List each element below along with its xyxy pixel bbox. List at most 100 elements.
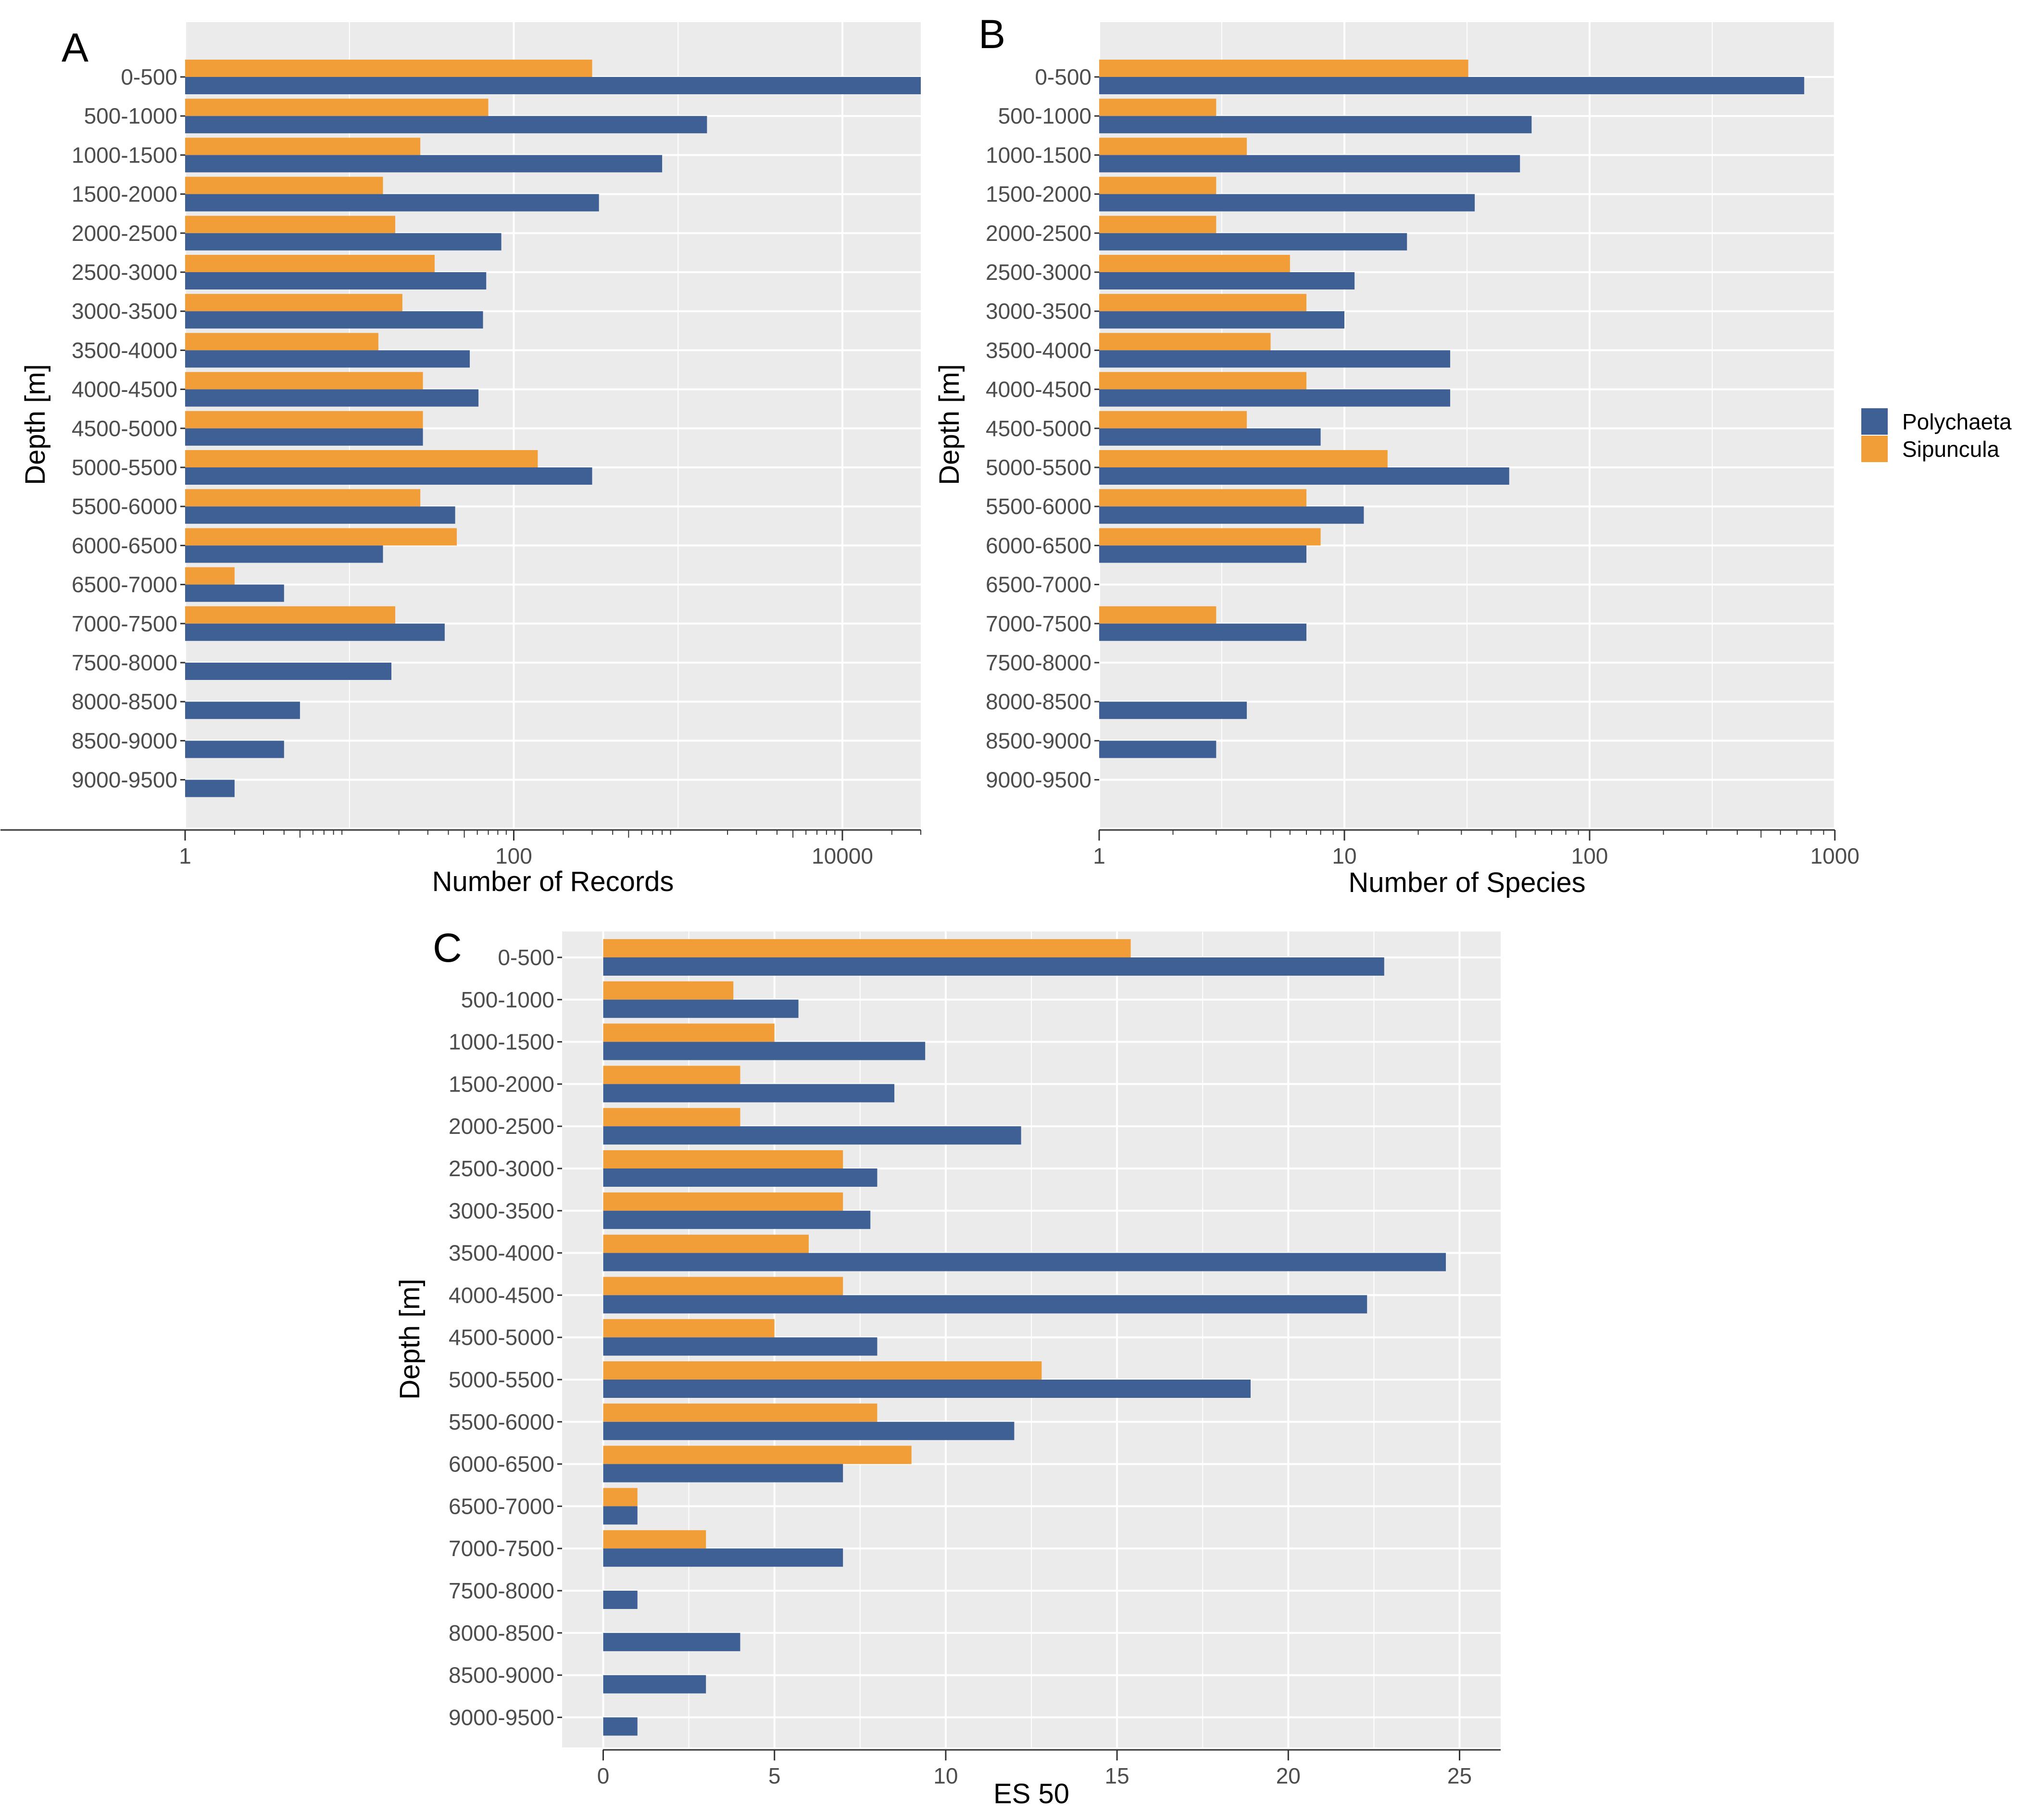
panel-b: 0-500 500-1000 1000-1500 1500-2000 2000-2500… [934, 12, 1859, 898]
panel-a-y-tick-label: 6500-7000 [72, 572, 177, 597]
panel-c-y-tick-label: 5000-5500 [449, 1367, 554, 1392]
panel-a-y-tick-label: 5500-6000 [72, 494, 177, 519]
panel-b-bar-polychaeta-4000-4500 [1099, 389, 1450, 407]
panel-c-bar-polychaeta-8000-8500 [603, 1633, 740, 1651]
panel-c-bar-polychaeta-9000-9500 [603, 1717, 638, 1736]
legend: Polychaeta Sipuncula [1861, 408, 2012, 462]
panel-a-bar-sipuncula-3000-3500 [185, 294, 402, 312]
panel-b-y-tick-label: 0-500 [1035, 64, 1091, 89]
panel-a-y-tick-label: 2000-2500 [72, 221, 177, 246]
panel-b-y-tick-label: 2500-3000 [986, 260, 1091, 285]
panel-a-bar-sipuncula-1500-2000 [185, 176, 383, 194]
panel-a-x-axis: 1 100 10000 [0, 829, 921, 868]
panel-b-y-tick-label: 6000-6500 [986, 533, 1091, 558]
panel-b-y-tick-label: 5000-5500 [986, 455, 1091, 480]
panel-c-bar-polychaeta-8500-9000 [603, 1675, 706, 1694]
panel-c-bar-polychaeta-3500-4000 [603, 1253, 1446, 1271]
panel-c-y-tick-label: 2000-2500 [449, 1114, 554, 1139]
panel-a-bar-sipuncula-4000-4500 [185, 372, 423, 389]
panel-c-bar-polychaeta-2500-3000 [603, 1168, 878, 1187]
panel-a-bar-polychaeta-8000-8500 [185, 702, 300, 719]
panel-c-bar-polychaeta-1500-2000 [603, 1084, 895, 1103]
panel-a-y-tick-label: 500-1000 [84, 103, 177, 128]
panel-c-x-tick-label: 25 [1447, 1763, 1472, 1788]
panel-c-y-tick-label: 5500-6000 [449, 1409, 554, 1434]
panel-c-bars [603, 939, 1446, 1736]
panel-a-x-tick-label: 100 [495, 843, 532, 868]
legend-swatch-polychaeta [1861, 408, 1888, 435]
panel-b-y-tick-label: 6500-7000 [986, 572, 1091, 597]
panel-a-y-tick-label: 8000-8500 [72, 689, 177, 714]
panel-b-bar-sipuncula-2500-3000 [1099, 255, 1290, 272]
panel-b-bar-polychaeta-7000-7500 [1099, 623, 1306, 641]
panel-c-bar-polychaeta-4000-4500 [603, 1295, 1367, 1314]
panel-b-bar-polychaeta-3500-4000 [1099, 350, 1450, 368]
panel-b-bar-sipuncula-7000-7500 [1099, 606, 1216, 624]
panel-b-bar-sipuncula-0-500 [1099, 60, 1468, 77]
panel-a-bar-polychaeta-1500-2000 [185, 194, 599, 212]
panel-a-y-tick-label: 7500-8000 [72, 650, 177, 675]
panel-a-bars [185, 60, 921, 797]
panel-b-y-tick-label: 7000-7500 [986, 611, 1091, 636]
panel-b-bar-polychaeta-8500-9000 [1099, 741, 1216, 758]
panel-a-y-tick-label: 8500-9000 [72, 728, 177, 753]
panel-b-bar-polychaeta-500-1000 [1099, 116, 1532, 134]
panel-c-bar-sipuncula-6000-6500 [603, 1445, 912, 1464]
panel-b-bar-sipuncula-1500-2000 [1099, 176, 1216, 194]
panel-c-bar-sipuncula-5000-5500 [603, 1361, 1042, 1380]
panel-c-bar-polychaeta-3000-3500 [603, 1210, 871, 1229]
panel-b-bar-sipuncula-6000-6500 [1099, 528, 1321, 546]
panel-a-y-tick-labels: 0-500 500-1000 1000-1500 1500-2000 2000-2500… [72, 64, 185, 792]
panel-a-x-tick-label: 10000 [812, 843, 873, 868]
panel-a-bar-polychaeta-2000-2500 [185, 233, 502, 251]
panel-b-y-tick-label: 9000-9500 [986, 767, 1091, 792]
panel-a-bar-polychaeta-2500-3000 [185, 272, 487, 289]
panel-b-y-tick-labels: 0-500 500-1000 1000-1500 1500-2000 2000-2500… [986, 64, 1099, 792]
panel-c-bar-polychaeta-0-500 [603, 957, 1384, 976]
panel-c-bar-polychaeta-7000-7500 [603, 1548, 843, 1567]
panel-c-y-tick-label: 3500-4000 [449, 1241, 554, 1266]
panel-a-bar-polychaeta-3500-4000 [185, 350, 470, 368]
panel-b-bar-sipuncula-3500-4000 [1099, 333, 1271, 351]
panel-a-bar-polychaeta-6000-6500 [185, 545, 383, 563]
panel-a-x-tick-label: 1 [179, 843, 191, 868]
panel-c-bar-sipuncula-6500-7000 [603, 1488, 638, 1507]
panel-a-bar-sipuncula-5500-6000 [185, 489, 421, 507]
panel-a-y-tick-label: 4500-5000 [72, 416, 177, 441]
panel-c-y-tick-label: 4000-4500 [449, 1282, 554, 1307]
panel-b-bar-polychaeta-1000-1500 [1099, 155, 1520, 173]
panel-c: 0-500 500-1000 1000-1500 1500-2000 2000-2500… [394, 925, 1501, 1809]
panel-c-tag: C [433, 925, 462, 970]
panel-a-y-tick-label: 7000-7500 [72, 611, 177, 636]
panel-b-bar-polychaeta-0-500 [1099, 77, 1805, 94]
panel-c-y-tick-label: 500-1000 [461, 987, 554, 1012]
panel-c-bar-polychaeta-7500-8000 [603, 1591, 638, 1609]
panel-b-bar-polychaeta-6000-6500 [1099, 545, 1306, 563]
panel-b-x-tick-label: 1 [1093, 843, 1105, 868]
panel-a-y-tick-label: 5000-5500 [72, 455, 177, 480]
panel-c-x-tick-label: 15 [1105, 1763, 1129, 1788]
panel-c-y-tick-label: 8000-8500 [449, 1621, 554, 1646]
panel-b-y-tick-label: 4500-5000 [986, 416, 1091, 441]
panel-a-tag: A [62, 25, 88, 70]
panel-c-y-tick-label: 2500-3000 [449, 1156, 554, 1181]
panel-c-bar-polychaeta-6000-6500 [603, 1464, 843, 1482]
panel-a-y-tick-label: 6000-6500 [72, 533, 177, 558]
panel-b-bar-polychaeta-1500-2000 [1099, 194, 1475, 212]
panel-b-bar-polychaeta-2500-3000 [1099, 272, 1355, 289]
panel-c-bar-polychaeta-4500-5000 [603, 1337, 878, 1356]
panel-a-bar-sipuncula-500-1000 [185, 99, 489, 116]
panel-c-y-tick-label: 0-500 [498, 945, 554, 970]
panel-a-bar-sipuncula-4500-5000 [185, 411, 423, 428]
panel-b-y-tick-label: 500-1000 [998, 103, 1091, 128]
panel-c-bar-polychaeta-1000-1500 [603, 1042, 926, 1060]
panel-b-bar-sipuncula-5000-5500 [1099, 450, 1388, 467]
panel-a-bar-sipuncula-6000-6500 [185, 528, 457, 546]
panel-a-bar-polychaeta-4500-5000 [185, 428, 423, 446]
panel-b-bar-sipuncula-3000-3500 [1099, 294, 1306, 312]
panel-a-y-tick-label: 0-500 [121, 64, 177, 89]
panel-a-bar-polychaeta-9000-9500 [185, 779, 235, 797]
panel-b-y-tick-label: 8500-9000 [986, 728, 1091, 753]
panel-c-bar-sipuncula-3000-3500 [603, 1192, 843, 1211]
panel-c-y-tick-label: 7000-7500 [449, 1536, 554, 1561]
